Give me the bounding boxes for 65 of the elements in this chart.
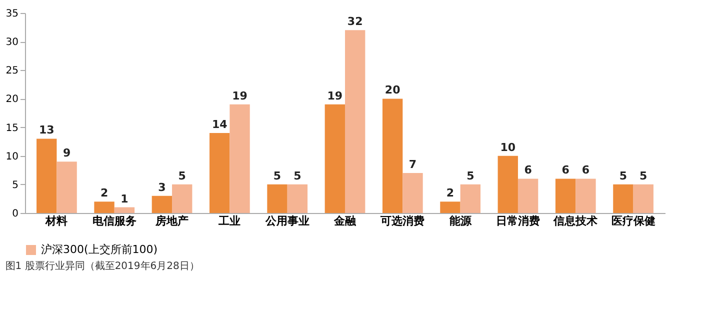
data-label: 5 xyxy=(619,169,628,182)
data-label: 5 xyxy=(178,169,186,182)
data-label: 13 xyxy=(38,124,54,137)
bar xyxy=(555,178,576,213)
bar xyxy=(287,184,308,213)
bar xyxy=(36,138,57,213)
bar xyxy=(613,184,634,213)
data-label: 14 xyxy=(212,118,228,131)
x-tick-label: 可选消费 xyxy=(380,214,425,228)
data-label: 5 xyxy=(466,169,474,182)
bar xyxy=(518,178,538,213)
data-label: 5 xyxy=(273,169,282,182)
bar xyxy=(345,30,366,213)
x-tick-label: 材料 xyxy=(44,214,68,228)
bar xyxy=(402,173,423,213)
bar xyxy=(382,98,403,213)
y-tick-label: 10 xyxy=(6,151,18,162)
bar xyxy=(498,156,518,213)
bar xyxy=(440,202,460,213)
x-tick-label: 房地产 xyxy=(154,214,189,228)
bar xyxy=(576,178,596,213)
x-tick-label: 公用事业 xyxy=(264,214,310,228)
bar xyxy=(460,184,480,213)
y-tick-label: 25 xyxy=(6,66,18,77)
bar xyxy=(114,207,135,213)
bar xyxy=(152,196,172,213)
bar xyxy=(172,184,192,213)
data-label: 6 xyxy=(582,164,590,177)
data-label: 1 xyxy=(120,192,128,206)
legend-label: 沪深300(上交所前100) xyxy=(41,243,158,256)
y-tick-label: 5 xyxy=(12,180,18,191)
data-label: 3 xyxy=(158,180,166,194)
data-label: 20 xyxy=(384,84,401,97)
y-tick-label: 0 xyxy=(12,208,18,220)
caption: 图1 股票行业异同（截至2019年6月28日） xyxy=(5,260,200,272)
y-tick-label: 15 xyxy=(6,122,18,134)
data-label: 19 xyxy=(327,89,343,102)
x-tick-label: 电信服务 xyxy=(92,214,136,228)
data-label: 5 xyxy=(294,169,302,182)
x-tick-label: 金融 xyxy=(333,214,357,228)
bar xyxy=(56,162,77,213)
bar xyxy=(94,202,114,213)
data-label: 9 xyxy=(62,146,71,160)
data-label: 2 xyxy=(100,186,108,200)
x-tick-label: 工业 xyxy=(218,214,241,228)
data-label: 19 xyxy=(232,89,248,102)
bar xyxy=(267,184,288,213)
bar xyxy=(230,104,250,213)
y-tick-label: 35 xyxy=(6,8,18,20)
x-tick-label: 日常消费 xyxy=(496,214,540,228)
data-label: 2 xyxy=(446,186,454,200)
bar xyxy=(210,133,230,213)
data-label: 32 xyxy=(347,15,363,28)
x-tick-label: 医疗保健 xyxy=(611,214,656,228)
data-label: 6 xyxy=(562,164,570,177)
data-label: 6 xyxy=(524,164,532,177)
y-tick-label: 20 xyxy=(6,94,18,106)
data-label: 7 xyxy=(408,158,417,171)
bar xyxy=(633,184,654,213)
data-label: 10 xyxy=(500,140,516,154)
bar xyxy=(324,104,345,213)
x-tick-label: 信息技术 xyxy=(552,214,598,228)
data-label: 5 xyxy=(640,169,648,182)
x-tick-label: 能源 xyxy=(449,214,472,228)
y-tick-label: 30 xyxy=(6,37,18,48)
